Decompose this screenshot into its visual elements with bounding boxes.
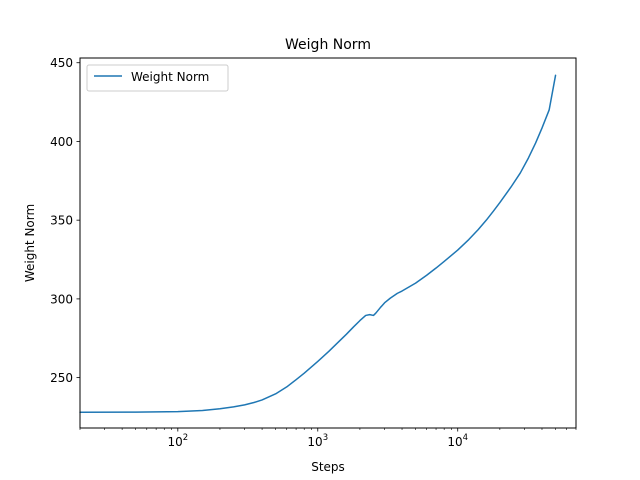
y-axis-label: Weight Norm (23, 204, 37, 282)
y-tick-label: 350 (50, 214, 73, 228)
y-tick-label: 400 (50, 135, 73, 149)
y-tick-label: 300 (50, 292, 73, 306)
x-tick-label: 103 (307, 433, 328, 449)
x-axis-label: Steps (311, 460, 345, 474)
series-layer (79, 74, 557, 414)
plot-frame (79, 57, 577, 429)
legend-label: Weight Norm (131, 70, 209, 84)
chart-title: Weigh Norm (285, 37, 371, 53)
series-line-0 (79, 74, 557, 414)
y-tick-label: 250 (50, 371, 73, 385)
x-tick-label: 104 (447, 433, 468, 449)
y-tick-label: 450 (50, 56, 73, 70)
plot-area (79, 57, 577, 429)
y-axis: 250 300 350 400 450 (50, 56, 80, 385)
legend-box (86, 64, 229, 92)
x-axis: 102 103 104 (79, 428, 577, 449)
legend: Weight Norm (86, 64, 229, 92)
x-tick-label: 102 (167, 433, 188, 449)
plot-background (80, 58, 576, 428)
